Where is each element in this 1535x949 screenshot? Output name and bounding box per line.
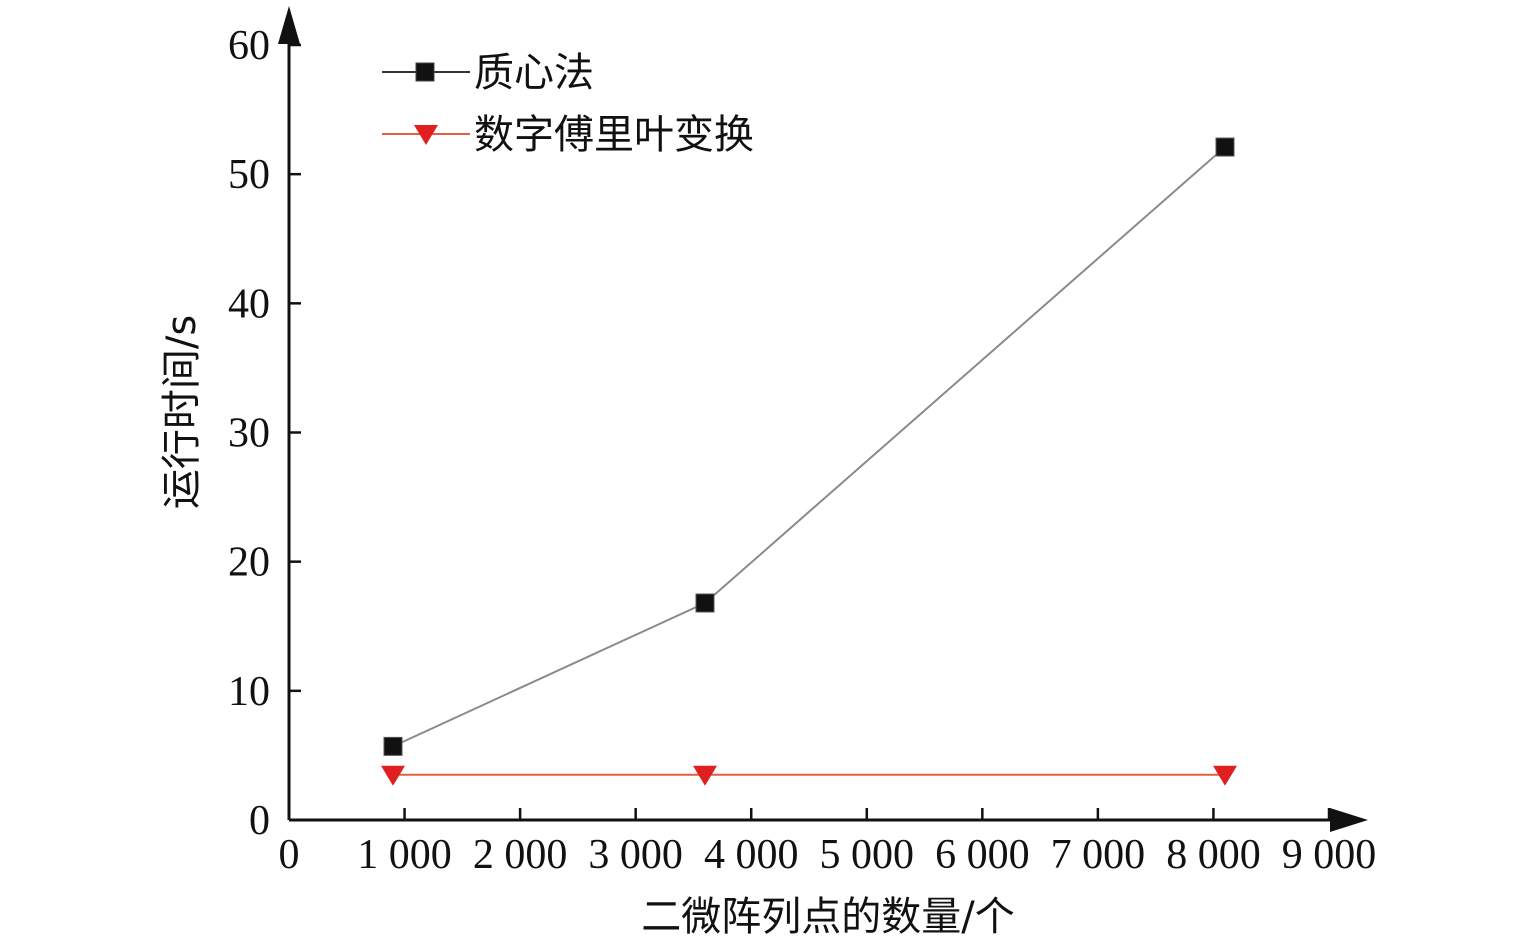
- legend-item-dft: 数字傅里叶变换: [382, 112, 754, 158]
- y-axis-label: 运行时间/s: [159, 315, 205, 509]
- x-tick-label: 9 000: [1282, 832, 1377, 878]
- legend-marker-triangle: [414, 125, 438, 145]
- legend-item-centroid: 质心法: [382, 50, 594, 96]
- legend: 质心法 数字傅里叶变换: [382, 50, 754, 158]
- x-tick-label: 8 000: [1166, 832, 1261, 878]
- legend-marker-square: [415, 62, 435, 82]
- axes: [278, 6, 1368, 832]
- x-axis-label: 二微阵列点的数量/个: [641, 894, 1014, 940]
- data-point-triangle: [381, 765, 405, 786]
- y-tick-label: 20: [228, 540, 270, 586]
- y-axis-ticks: 0 10 20 30 40 50 60: [228, 23, 301, 844]
- x-tick-label: 5 000: [820, 832, 915, 878]
- data-point-square: [1215, 137, 1235, 157]
- x-tick-label: 1 000: [357, 832, 452, 878]
- y-tick-label: 50: [228, 152, 270, 198]
- x-axis-ticks: 0 1 000 2 000 3 000 4 000 5 000 6 000 7 000 8 00…: [279, 808, 1377, 878]
- y-axis-arrow: [278, 6, 300, 44]
- legend-label-dft: 数字傅里叶变换: [474, 112, 754, 158]
- y-tick-label: 40: [228, 281, 270, 327]
- data-point-triangle: [1213, 765, 1237, 786]
- y-tick-label: 30: [228, 411, 270, 457]
- data-point-square: [695, 593, 715, 613]
- data-point-triangle: [693, 765, 717, 786]
- series-0: [383, 137, 1235, 756]
- legend-label-centroid: 质心法: [474, 50, 594, 96]
- series-line: [392, 146, 1226, 748]
- y-tick-label: 60: [228, 23, 270, 69]
- x-tick-label: 0: [279, 832, 300, 878]
- series-layer: [381, 137, 1237, 786]
- data-point-square: [383, 736, 403, 756]
- x-tick-label: 3 000: [588, 832, 683, 878]
- y-tick-label: 0: [249, 798, 270, 844]
- series-1: [381, 765, 1237, 786]
- x-tick-label: 6 000: [935, 832, 1030, 878]
- y-tick-label: 10: [228, 669, 270, 715]
- x-tick-label: 4 000: [704, 832, 799, 878]
- x-tick-label: 7 000: [1051, 832, 1146, 878]
- x-tick-label: 2 000: [473, 832, 568, 878]
- x-axis-arrow: [1330, 808, 1368, 832]
